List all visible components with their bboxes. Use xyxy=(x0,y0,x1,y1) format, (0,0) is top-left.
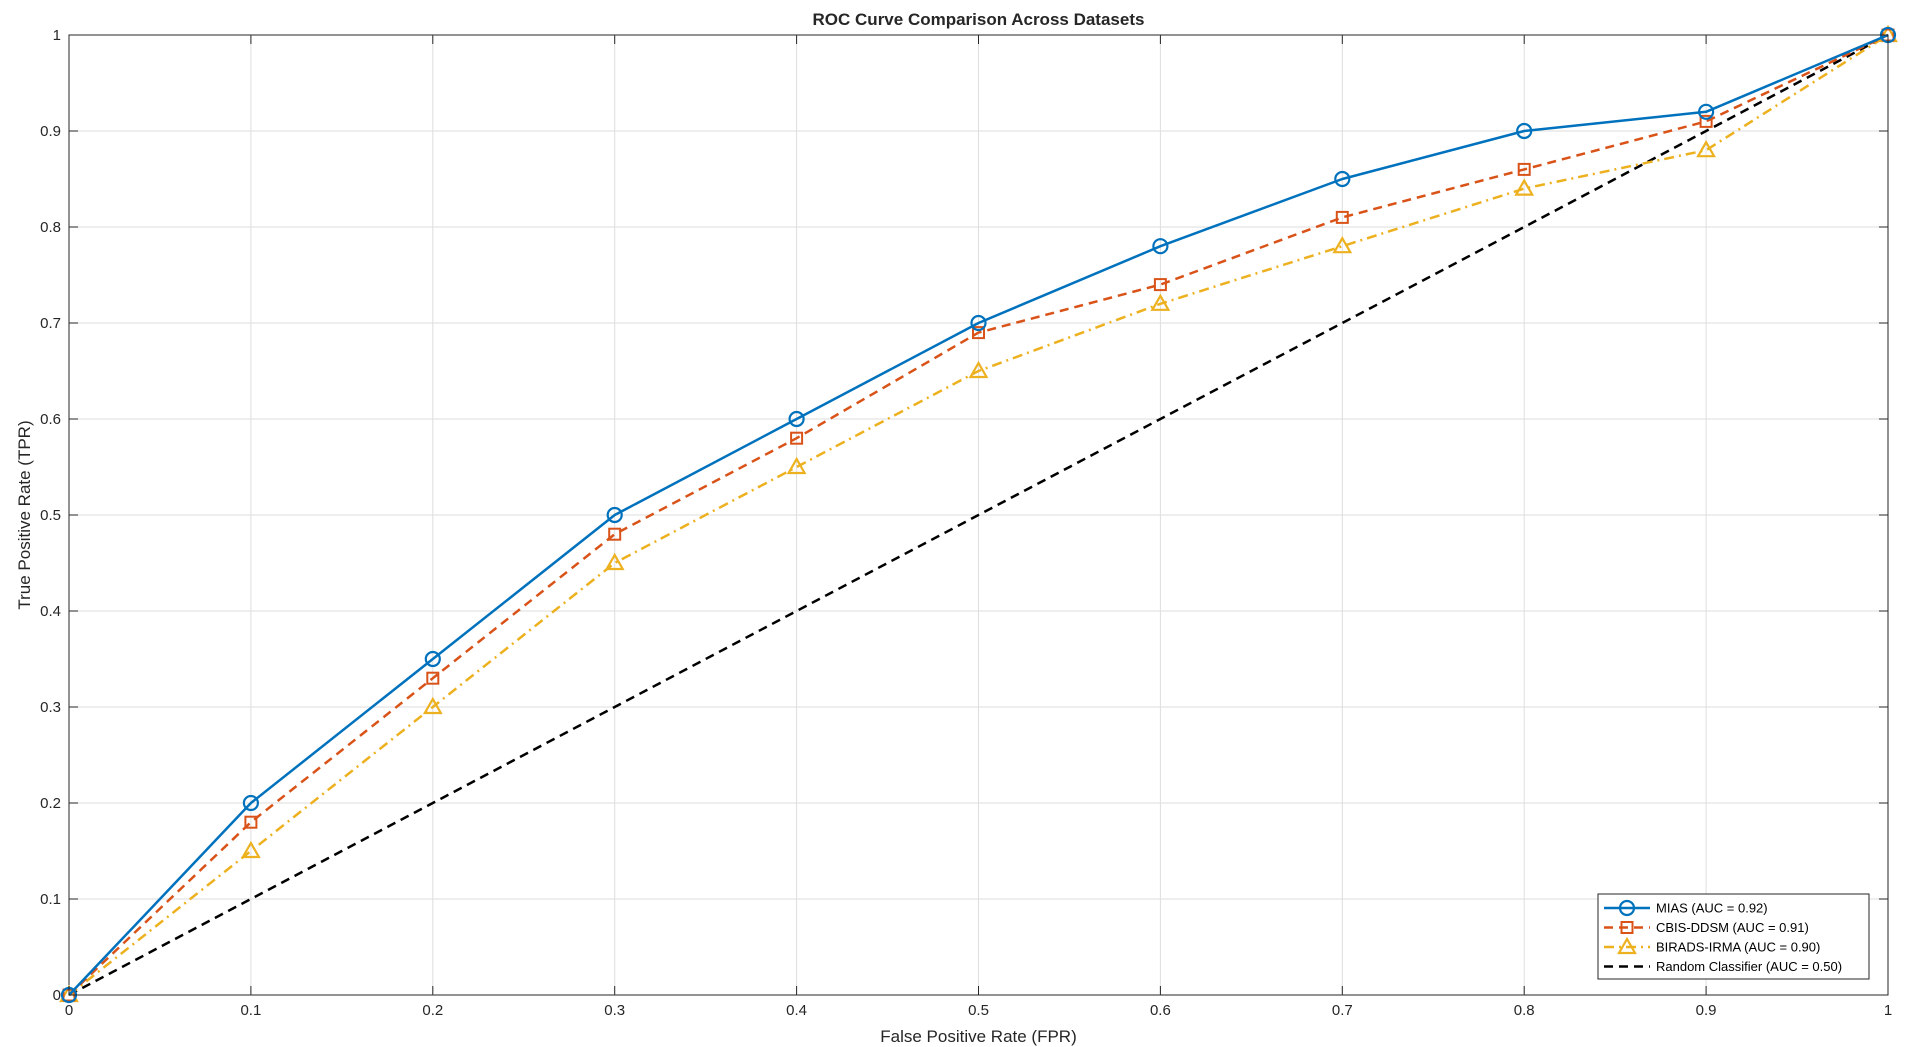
x-axis-ticks: 0 0.1 0.2 0.3 0.4 0.5 0.6 0.7 0.8 0.9 1 xyxy=(65,35,1892,1019)
y-tick-label: 1 xyxy=(53,27,61,44)
legend: MIAS (AUC = 0.92) CBIS-DDSM (AUC = 0.91) B… xyxy=(1597,893,1870,980)
data-point xyxy=(1696,139,1716,158)
series-line xyxy=(68,33,1889,997)
series-line xyxy=(68,33,1889,996)
data-point xyxy=(972,326,985,340)
data-point xyxy=(1153,278,1167,292)
data-point xyxy=(1699,114,1713,128)
legend-item: MIAS (AUC = 0.92) xyxy=(1604,899,1768,917)
chart-title: ROC Curve Comparison Across Datasets xyxy=(813,10,1145,29)
series-4 xyxy=(68,33,1889,997)
y-tick-label: 0.7 xyxy=(40,315,61,332)
legend-item: CBIS-DDSM (AUC = 0.91) xyxy=(1604,920,1809,935)
data-point xyxy=(968,360,989,379)
legend-label: MIAS (AUC = 0.92) xyxy=(1656,901,1768,916)
x-axis-label: False Positive Rate (FPR) xyxy=(880,1027,1077,1046)
legend-label: BIRADS-IRMA (AUC = 0.90) xyxy=(1656,940,1820,955)
data-point xyxy=(604,552,625,571)
data-point xyxy=(606,506,623,524)
x-tick-label: 0.7 xyxy=(1332,1002,1353,1019)
data-point xyxy=(790,431,804,445)
legend-label: CBIS-DDSM (AUC = 0.91) xyxy=(1656,920,1809,935)
legend-marker xyxy=(1618,899,1636,917)
data-point xyxy=(1517,162,1531,176)
x-tick-label: 1 xyxy=(1884,1002,1892,1019)
data-point xyxy=(1514,178,1535,196)
data-point xyxy=(786,456,807,475)
y-tick-label: 0.9 xyxy=(40,123,61,140)
data-point xyxy=(244,815,258,829)
series-3 xyxy=(59,24,1898,1003)
y-tick-label: 0.5 xyxy=(40,507,61,524)
y-axis-label: True Positive Rate (TPR) xyxy=(15,420,34,609)
series-line xyxy=(68,33,1889,996)
x-tick-label: 0.4 xyxy=(786,1002,807,1019)
data-point xyxy=(1516,122,1533,140)
x-tick-label: 0.3 xyxy=(604,1002,625,1019)
x-tick-label: 0.1 xyxy=(240,1002,261,1019)
data-point xyxy=(788,410,805,428)
legend-item: BIRADS-IRMA (AUC = 0.90) xyxy=(1604,936,1820,955)
legend-marker xyxy=(1617,936,1637,955)
data-point xyxy=(1152,238,1169,255)
x-tick-label: 0.6 xyxy=(1150,1002,1171,1019)
data-point xyxy=(608,527,622,541)
data-point xyxy=(1335,210,1349,224)
series-2 xyxy=(62,28,1895,1002)
x-tick-label: 0.5 xyxy=(968,1002,989,1019)
data-point xyxy=(970,314,987,332)
x-tick-label: 0.8 xyxy=(1514,1002,1535,1019)
y-tick-label: 0.6 xyxy=(40,411,61,428)
legend-marker xyxy=(1620,921,1634,934)
y-tick-label: 0.8 xyxy=(40,219,61,236)
x-tick-label: 0.2 xyxy=(422,1002,443,1019)
series-line xyxy=(68,33,1889,996)
y-tick-label: 0.1 xyxy=(40,891,61,908)
data-point xyxy=(422,696,443,715)
legend-item: Random Classifier (AUC = 0.50) xyxy=(1604,959,1842,974)
data-point xyxy=(1150,293,1171,311)
data-point xyxy=(241,840,261,859)
series-layer xyxy=(59,24,1898,1004)
legend-label: Random Classifier (AUC = 0.50) xyxy=(1656,959,1842,974)
data-point xyxy=(1332,235,1353,254)
data-point xyxy=(426,671,440,685)
y-tick-label: 0 xyxy=(53,987,61,1004)
x-tick-label: 0.9 xyxy=(1696,1002,1717,1019)
data-point xyxy=(242,794,259,812)
y-tick-label: 0.4 xyxy=(40,603,61,620)
series-1 xyxy=(60,26,1897,1004)
data-point xyxy=(424,650,441,668)
data-point xyxy=(1334,170,1351,188)
y-tick-label: 0.3 xyxy=(40,699,61,716)
x-tick-label: 0 xyxy=(65,1002,73,1019)
y-tick-label: 0.2 xyxy=(40,795,61,812)
y-axis-ticks: 0 0.1 0.2 0.3 0.4 0.5 0.6 0.7 0.8 0.9 1 xyxy=(40,27,1888,1004)
data-point xyxy=(1697,103,1715,120)
